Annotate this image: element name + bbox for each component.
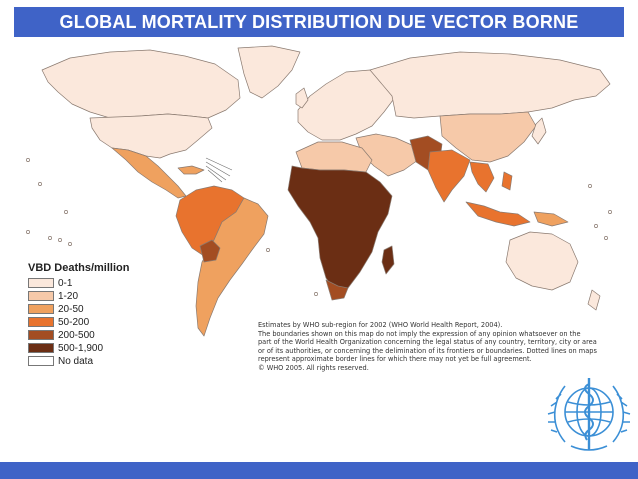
uk-region — [295, 87, 309, 109]
bolivia-region — [199, 239, 221, 263]
legend-item: 200-500 — [28, 329, 168, 341]
south-america-south-region — [195, 197, 269, 337]
legend-swatch — [28, 343, 54, 353]
philippines-region — [501, 171, 513, 191]
russia-region — [369, 51, 611, 119]
island-dot — [64, 210, 68, 214]
japan-region — [531, 117, 547, 145]
legend-label: 1-20 — [58, 290, 79, 302]
island-dot — [26, 230, 30, 234]
legend-label: 50-200 — [58, 316, 90, 328]
legend-item: 50-200 — [28, 316, 168, 328]
legend-item: No data — [28, 355, 168, 367]
south-asia-region — [427, 149, 471, 203]
island-dot — [594, 224, 598, 228]
legend-label: 0-1 — [58, 277, 73, 289]
legend-swatch — [28, 291, 54, 301]
legend: VBD Deaths/million 0-1 1-20 20-50 50-200… — [28, 262, 168, 368]
caribbean-region — [177, 165, 205, 175]
legend-label: 500-1,900 — [58, 342, 104, 354]
legend-swatch — [28, 330, 54, 340]
legend-item: 500-1,900 — [28, 342, 168, 354]
island-dot — [48, 236, 52, 240]
greenland-region — [237, 45, 301, 99]
north-america-north-region — [41, 49, 241, 119]
southern-africa-region — [325, 279, 349, 301]
island-dot — [26, 158, 30, 162]
legend-item: 1-20 — [28, 290, 168, 302]
east-asia-region — [439, 111, 537, 163]
legend-label: No data — [58, 355, 94, 367]
bottom-bar — [0, 462, 638, 479]
island-dot — [604, 236, 608, 240]
ribbon-path — [570, 445, 608, 451]
island-dot — [38, 182, 42, 186]
island-dot — [608, 210, 612, 214]
who-emblem-logo — [547, 378, 631, 451]
footnote-line: The boundaries shown on this map do not … — [258, 329, 581, 338]
footnote-line: © WHO 2005. All rights reserved. — [258, 363, 369, 372]
footnote-line: or of its authorities, or concerning the… — [258, 346, 597, 355]
footnote-line: represent approximate border lines for w… — [258, 355, 532, 364]
new-zealand-region — [587, 289, 601, 311]
legend-swatch — [28, 278, 54, 288]
footnote-line: Estimates by WHO sub-region for 2002 (WH… — [258, 321, 503, 329]
legend-swatch — [28, 356, 54, 366]
south-east-asia-region — [469, 161, 495, 193]
madagascar-region — [381, 245, 395, 275]
serpent-path — [584, 383, 594, 441]
hatched-area — [205, 157, 233, 183]
legend-swatch — [28, 317, 54, 327]
laurel-left — [547, 385, 566, 443]
usa-region — [89, 113, 213, 159]
australia-region — [505, 231, 579, 291]
legend-swatch — [28, 304, 54, 314]
new-guinea-region — [533, 211, 569, 227]
island-dot — [266, 248, 270, 252]
island-dot — [588, 184, 592, 188]
island-dot — [314, 292, 318, 296]
legend-item: 20-50 — [28, 303, 168, 315]
page-title: GLOBAL MORTALITY DISTRIBUTION DUE VECTOR… — [14, 7, 624, 62]
island-dot — [68, 242, 72, 246]
island-dot — [58, 238, 62, 242]
legend-label: 200-500 — [58, 329, 95, 341]
europe-region — [297, 69, 397, 141]
footnote-line: part of the World Health Organization co… — [258, 338, 597, 347]
sub-saharan-africa-region — [287, 165, 393, 293]
legend-item: 0-1 — [28, 277, 168, 289]
world-map — [26, 45, 612, 337]
legend-label: 20-50 — [58, 303, 84, 315]
laurel-right — [612, 385, 631, 443]
footnote: Estimates by WHO sub-region for 2002 (WH… — [258, 321, 628, 373]
legend-title: VBD Deaths/million — [28, 262, 130, 274]
indonesia-region — [465, 201, 531, 227]
